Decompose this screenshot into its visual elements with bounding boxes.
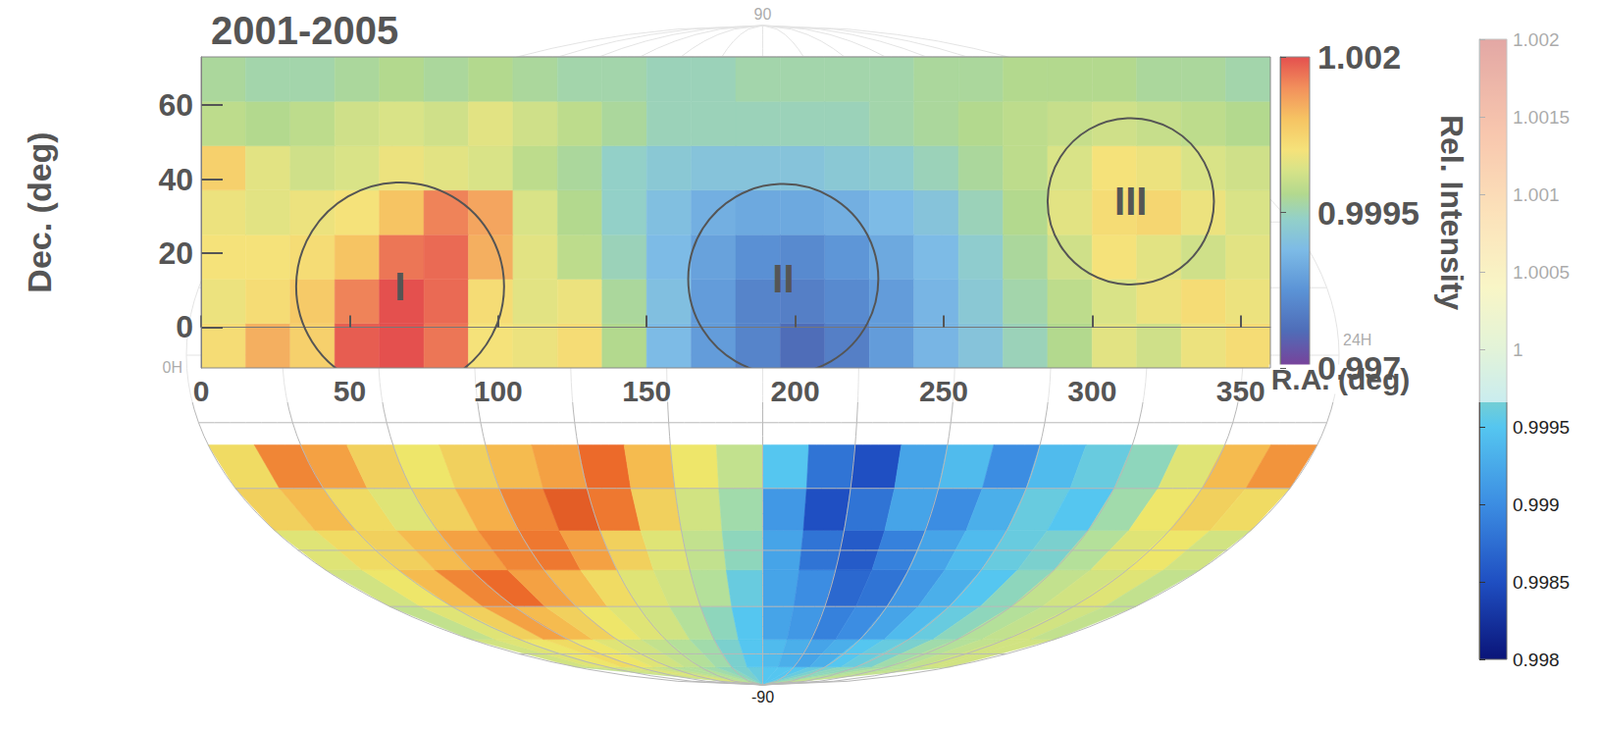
svg-text:0: 0 xyxy=(193,374,210,408)
svg-text:II: II xyxy=(772,257,794,301)
svg-text:50: 50 xyxy=(333,374,366,408)
svg-text:150: 150 xyxy=(621,374,671,408)
svg-text:0.9995: 0.9995 xyxy=(1512,416,1570,438)
svg-text:300: 300 xyxy=(1067,374,1117,408)
svg-text:0.9995: 0.9995 xyxy=(1317,194,1420,232)
svg-text:60: 60 xyxy=(157,87,194,123)
svg-text:0.9985: 0.9985 xyxy=(1512,571,1570,593)
svg-text:-90: -90 xyxy=(751,688,775,706)
svg-text:200: 200 xyxy=(771,374,821,408)
svg-text:I: I xyxy=(394,264,406,309)
svg-text:Dec. (deg): Dec. (deg) xyxy=(20,131,58,293)
svg-text:0.999: 0.999 xyxy=(1512,494,1560,516)
svg-text:0.997: 0.997 xyxy=(1317,349,1401,387)
svg-text:1.002: 1.002 xyxy=(1317,38,1401,76)
svg-text:Rel. Intensity: Rel. Intensity xyxy=(1434,114,1470,310)
svg-text:20: 20 xyxy=(157,235,194,271)
svg-text:2001-2005: 2001-2005 xyxy=(210,8,399,52)
svg-text:0: 0 xyxy=(175,309,194,345)
svg-text:III: III xyxy=(1114,179,1147,223)
svg-text:100: 100 xyxy=(473,374,523,408)
svg-text:350: 350 xyxy=(1216,374,1266,408)
svg-text:40: 40 xyxy=(157,161,194,198)
svg-text:0.998: 0.998 xyxy=(1512,649,1560,671)
svg-text:250: 250 xyxy=(919,374,969,408)
